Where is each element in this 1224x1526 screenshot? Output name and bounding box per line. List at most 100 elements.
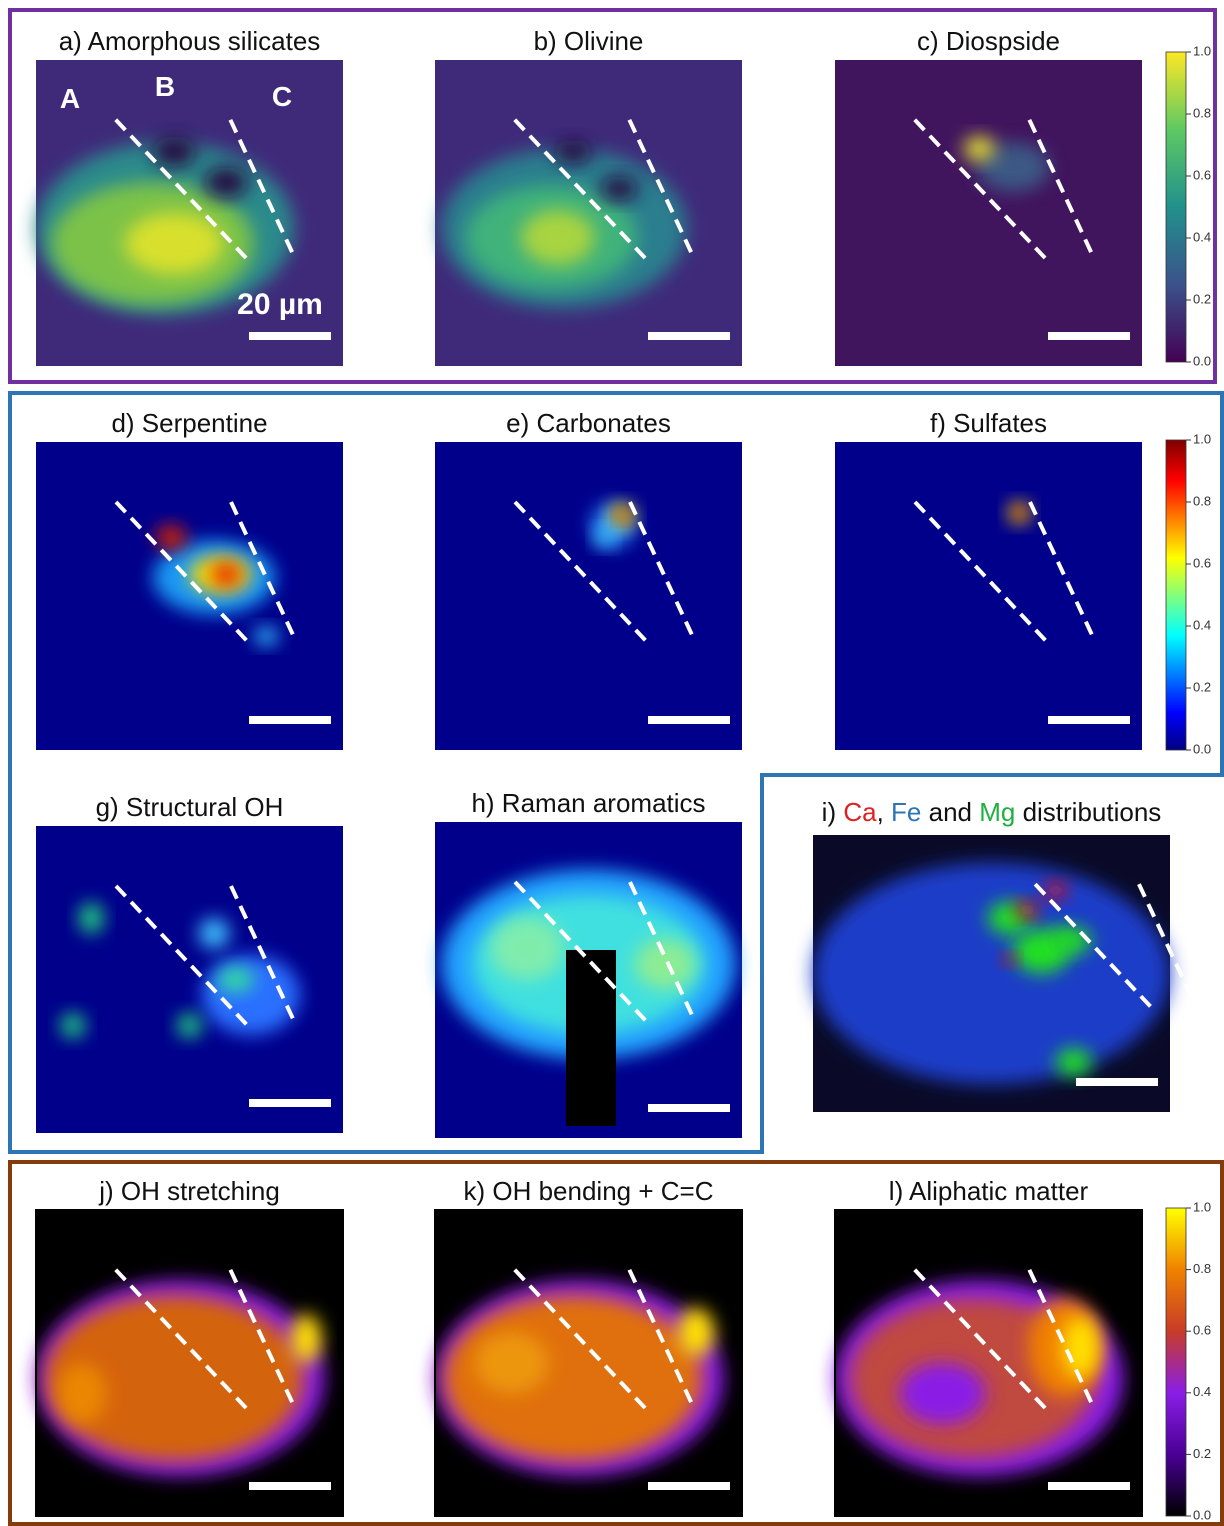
colorbar-tick-label: 0.0 [1193,353,1211,368]
colorbar [1165,51,1187,363]
colorbar-tick-label: 0.2 [1193,1446,1211,1461]
boundary-line [228,1268,295,1406]
panel-title: c) Diospside [917,26,1060,56]
panel-title: f) Sulfates [930,408,1047,438]
map-region [210,562,242,587]
panels: a) Amorphous silicates A B C 20 µm b) Olivine… [35,26,1198,1517]
colorbar-tick-label: 0.4 [1193,617,1211,632]
colorbar-tick-label: 1.0 [1193,431,1211,446]
masked-area [566,950,616,1126]
boundary-line [1033,882,1156,1012]
map-region [290,1314,322,1363]
map-region [45,1295,304,1461]
scale-bar [1048,332,1130,340]
map-region [177,1013,202,1038]
map-background [36,826,343,1133]
boundary-line [627,118,694,256]
map-region [976,142,1050,192]
scale-bar [648,1104,730,1112]
map-region [594,528,614,547]
title-part: i) [822,797,844,827]
map-region [554,139,592,165]
map-region [677,1307,715,1357]
scale-bar [1076,1078,1158,1086]
scale-label: 20 µm [237,288,323,321]
colorbar-tick-label: 0.6 [1193,1323,1211,1338]
map-background [835,60,1142,366]
boundary-line [114,500,250,644]
colorbar-tick-label: 1.0 [1193,1199,1211,1214]
map-edge [434,1209,743,1517]
boundary-line [513,880,649,1024]
map-region [600,176,638,201]
map-region [616,509,629,523]
map-region [490,916,564,981]
boundary-line [228,118,295,256]
map-region [1048,926,1092,955]
panel-title: b) Olivine [534,26,644,56]
boundary-line [513,500,649,644]
boundary-line [913,118,1048,261]
scale-bar [1048,1482,1130,1490]
region-label: C [272,81,292,112]
boundary-line [513,1268,648,1411]
colorbar-tick-label: 0.0 [1193,741,1211,756]
boundary-line [627,1268,694,1406]
scale-bar [249,1482,331,1490]
map-region [634,938,696,990]
boundary-line [114,884,250,1028]
colorbar-tick-label: 0.6 [1193,555,1211,570]
map-region [198,918,230,949]
title-part: and [921,797,979,827]
map-region [217,967,254,992]
region-label: B [155,71,175,102]
boundary-line [114,1268,249,1411]
map-edge [834,1209,1143,1517]
panel-title: i) Ca, Fe and Mg distributions [822,797,1162,827]
colorbar-tick-label: 0.4 [1193,229,1211,244]
map-region [1014,508,1024,518]
title-part: Ca [843,797,877,827]
colorbar-tick-label: 0.4 [1193,1384,1211,1399]
title-part: distributions [1015,797,1161,827]
title-part: Fe [891,797,921,827]
boundary-line [229,501,296,638]
panel-title: d) Serpentine [111,408,267,438]
panel-title: k) OH bending + C=C [463,1176,713,1206]
map-region [899,1363,986,1425]
colorbar-tick-label: 0.2 [1193,679,1211,694]
map-region [155,525,187,550]
colorbar-tick-label: 0.6 [1193,167,1211,182]
scale-bar [249,1099,331,1107]
map-region [204,167,248,198]
map-region [60,1013,86,1038]
map-region [152,136,196,168]
panel-title: j) OH stretching [98,1176,280,1206]
map-background [435,442,742,750]
title-part: , [877,797,891,827]
boundary-line [1137,883,1198,1007]
boundary-line [913,1268,1048,1411]
map-region [1062,1317,1100,1379]
map-region [201,954,301,1035]
boundary-line [1027,1268,1094,1406]
map-region [125,213,224,275]
group-frame [8,8,1217,384]
map-edge [35,1209,344,1517]
panel-title: h) Raman aromatics [471,788,705,818]
colorbar-tick-label: 0.2 [1193,291,1211,306]
boundary-line [114,118,249,261]
map-region [520,209,595,266]
map-background [835,442,1142,750]
scale-bar [648,716,730,724]
panel-title: g) Structural OH [96,792,284,822]
map-region [474,1332,549,1394]
boundary-line [913,500,1049,644]
map-region [1016,901,1038,919]
boundary-line [1028,501,1095,638]
panel-title: a) Amorphous silicates [59,26,321,56]
group-frame [8,1160,1224,1526]
colorbar [1165,439,1187,751]
region-label: A [60,83,80,114]
